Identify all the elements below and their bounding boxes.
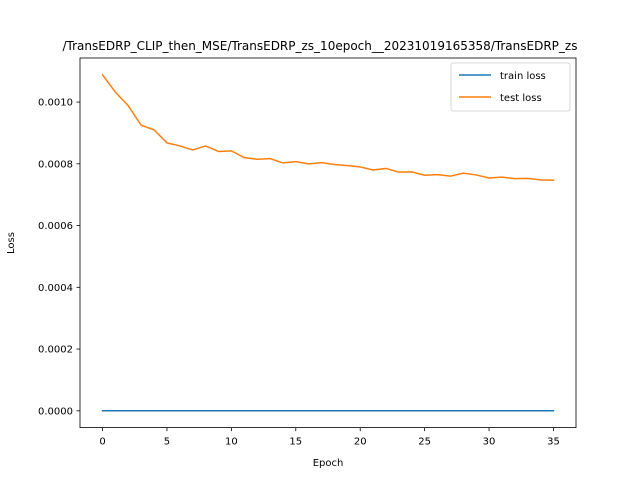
y-tick-label: 0.0006: [38, 221, 73, 232]
y-axis-label: Loss: [6, 232, 17, 254]
x-tick-label: 25: [418, 437, 431, 448]
y-tick-label: 0.0008: [38, 159, 73, 170]
x-tick-label: 30: [483, 437, 496, 448]
y-tick-label: 0.0000: [38, 406, 73, 417]
x-tick-label: 10: [225, 437, 238, 448]
series-layer: [101, 73, 555, 412]
series-line-test-loss: [101, 73, 555, 181]
x-tick-label: 5: [164, 437, 170, 448]
plot-area-frame: [79, 57, 577, 429]
x-tick-label: 15: [289, 437, 302, 448]
y-tick-label: 0.0002: [38, 345, 73, 356]
x-tick-label: 20: [354, 437, 367, 448]
y-axis: 0.0000 0.0002 0.0004 0.0006 0.0008 0.0010: [38, 98, 80, 417]
x-axis: 0 5 10 15 20 25 30 35: [99, 427, 560, 448]
y-tick-label: 0.0004: [38, 283, 73, 294]
legend-label-train-loss: train loss: [500, 71, 546, 82]
x-tick-label: 0: [99, 437, 105, 448]
x-tick-label: 35: [547, 437, 560, 448]
y-tick-label: 0.0010: [38, 98, 73, 109]
x-axis-label: Epoch: [313, 458, 344, 469]
legend-label-test-loss: test loss: [500, 93, 542, 104]
chart-title: /TransEDRP_CLIP_then_MSE/TransEDRP_zs_10…: [63, 39, 578, 53]
legend: train loss test loss: [450, 62, 571, 112]
